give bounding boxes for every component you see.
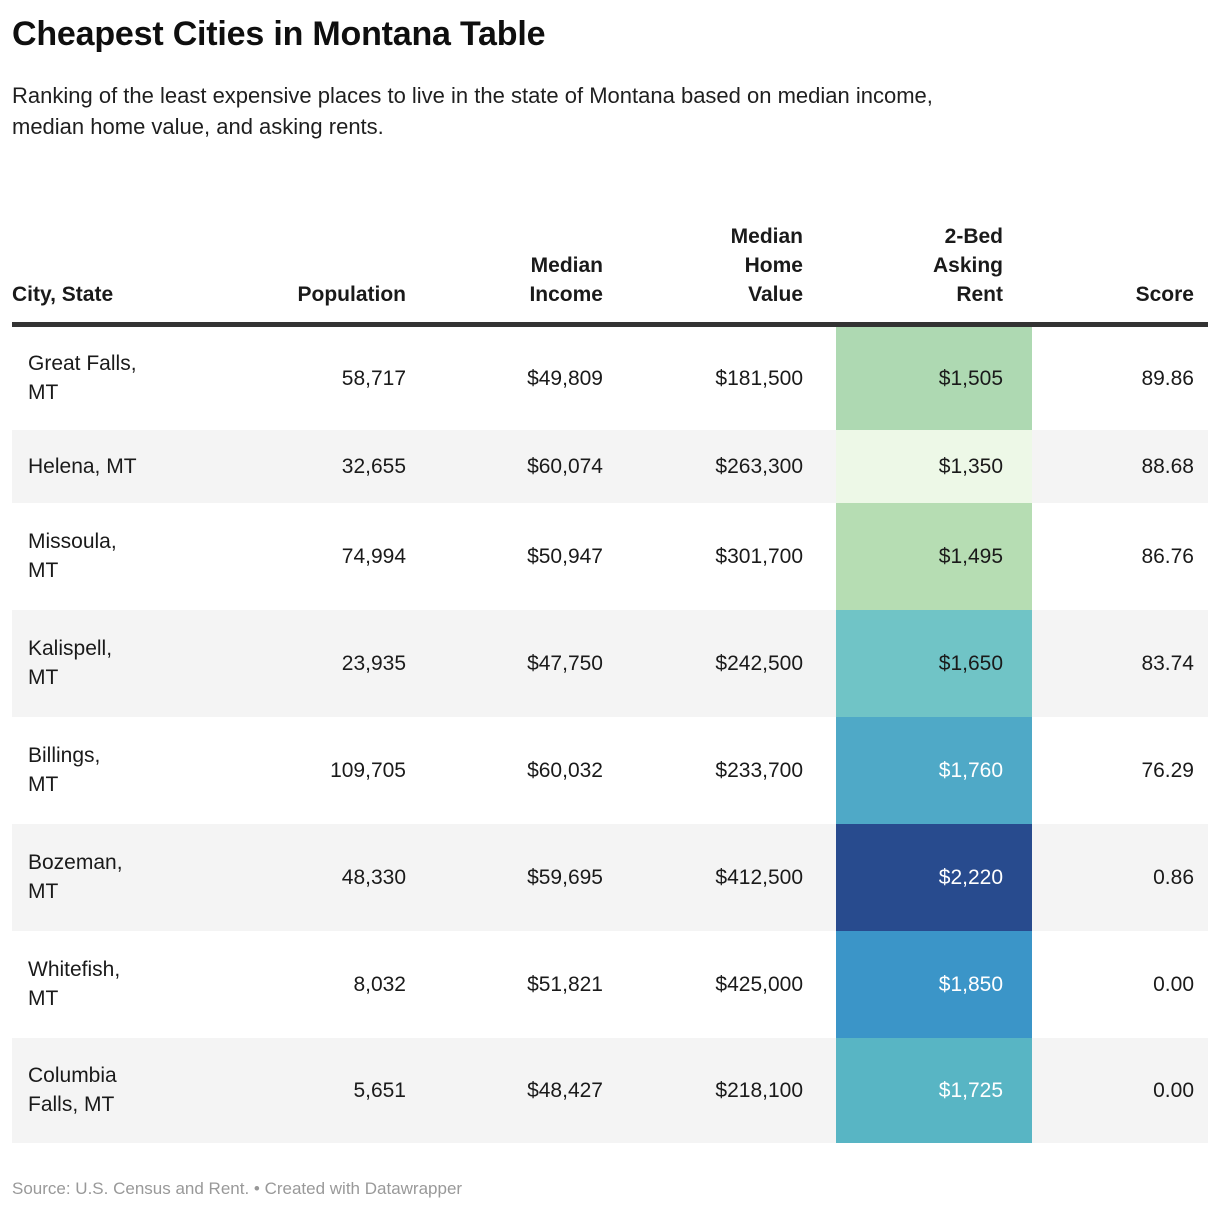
- population-cell: 109,705: [330, 758, 406, 782]
- table-row-missoula: Missoula, MT 74,994 $50,947 $301,700 $1,…: [12, 502, 1208, 610]
- median-home-value-cell: $263,300: [637, 429, 836, 503]
- median-home-value-cell: $412,500: [637, 823, 836, 931]
- median-income-cell: $47,750: [440, 609, 637, 717]
- table-header: City, State Population Median Income Med…: [12, 160, 1208, 328]
- rent-heatmap-cell: $1,760: [836, 716, 1032, 824]
- score-cell: 0.86: [1032, 823, 1208, 931]
- rent-heatmap-cell: $1,650: [836, 609, 1032, 717]
- score-cell: 0.00: [1032, 1037, 1208, 1143]
- source-attribution: Source: U.S. Census and Rent. • Created …: [12, 1178, 463, 1198]
- rent-heatmap-cell: $1,725: [836, 1037, 1032, 1143]
- population-cell: 74,994: [341, 544, 406, 568]
- median-home-value-cell: $218,100: [637, 1037, 836, 1143]
- city-cell: Columbia Falls, MT: [12, 1037, 240, 1143]
- score-cell: 89.86: [1141, 366, 1194, 390]
- population-cell: 58,717: [341, 366, 406, 390]
- table-row-whitefish: Whitefish, MT 8,032 $51,821 $425,000 $1,…: [12, 930, 1208, 1038]
- city-cell: Bozeman, MT: [12, 823, 240, 931]
- median-home-value-cell: $233,700: [715, 758, 803, 782]
- rent-heatmap-cell: $1,505: [836, 324, 1032, 430]
- table-row-columbia-falls: Columbia Falls, MT 5,651 $48,427 $218,10…: [12, 1037, 1208, 1143]
- column-header-2bed-asking-rent: 2-Bed Asking Rent: [836, 160, 1032, 328]
- median-home-value-cell: $425,000: [715, 972, 803, 996]
- median-income-cell: $60,032: [527, 758, 603, 782]
- column-header-population: Population: [240, 160, 440, 328]
- median-income-cell: $49,809: [527, 366, 603, 390]
- population-cell: 48,330: [240, 823, 440, 931]
- table-body: Great Falls, MT 58,717 $49,809 $181,500 …: [12, 324, 1208, 1143]
- column-header-score: Score: [1032, 160, 1208, 328]
- city-cell: Billings, MT: [28, 744, 101, 797]
- city-cell: Whitefish, MT: [28, 958, 121, 1011]
- cheapest-cities-table: City, State Population Median Income Med…: [12, 160, 1208, 1143]
- median-home-value-cell: $301,700: [715, 544, 803, 568]
- column-header-city-state: City, State: [12, 160, 240, 328]
- median-income-cell: $60,074: [440, 429, 637, 503]
- population-cell: 23,935: [240, 609, 440, 717]
- page-title: Cheapest Cities in Montana Table: [12, 15, 546, 53]
- table-row-bozeman: Bozeman, MT 48,330 $59,695 $412,500 $2,2…: [12, 823, 1208, 931]
- column-header-median-home-value: Median Home Value: [637, 160, 836, 328]
- column-header-median-income: Median Income: [440, 160, 637, 328]
- score-cell: 0.00: [1153, 972, 1194, 996]
- table-row-helena: Helena, MT 32,655 $60,074 $263,300 $1,35…: [12, 429, 1208, 503]
- table-header-row: City, State Population Median Income Med…: [12, 160, 1208, 328]
- rent-heatmap-cell: $1,495: [836, 502, 1032, 610]
- median-income-cell: $51,821: [527, 972, 603, 996]
- page-subtitle: Ranking of the least expensive places to…: [12, 83, 933, 140]
- population-cell: 5,651: [240, 1037, 440, 1143]
- population-cell: 32,655: [240, 429, 440, 503]
- table-row-great-falls: Great Falls, MT 58,717 $49,809 $181,500 …: [12, 324, 1208, 430]
- rent-heatmap-cell: $1,850: [836, 930, 1032, 1038]
- table-row-billings: Billings, MT 109,705 $60,032 $233,700 $1…: [12, 716, 1208, 824]
- score-cell: 83.74: [1032, 609, 1208, 717]
- rent-heatmap-cell: $2,220: [836, 823, 1032, 931]
- score-cell: 86.76: [1141, 544, 1194, 568]
- median-income-cell: $59,695: [440, 823, 637, 931]
- rent-heatmap-cell: $1,350: [836, 429, 1032, 503]
- city-cell: Great Falls, MT: [28, 352, 137, 405]
- median-home-value-cell: $242,500: [637, 609, 836, 717]
- city-cell: Helena, MT: [12, 429, 240, 503]
- population-cell: 8,032: [353, 972, 406, 996]
- city-cell: Missoula, MT: [28, 530, 117, 583]
- table-row-kalispell: Kalispell, MT 23,935 $47,750 $242,500 $1…: [12, 609, 1208, 717]
- city-cell: Kalispell, MT: [12, 609, 240, 717]
- score-cell: 76.29: [1141, 758, 1194, 782]
- median-income-cell: $48,427: [440, 1037, 637, 1143]
- score-cell: 88.68: [1032, 429, 1208, 503]
- median-home-value-cell: $181,500: [715, 366, 803, 390]
- median-income-cell: $50,947: [527, 544, 603, 568]
